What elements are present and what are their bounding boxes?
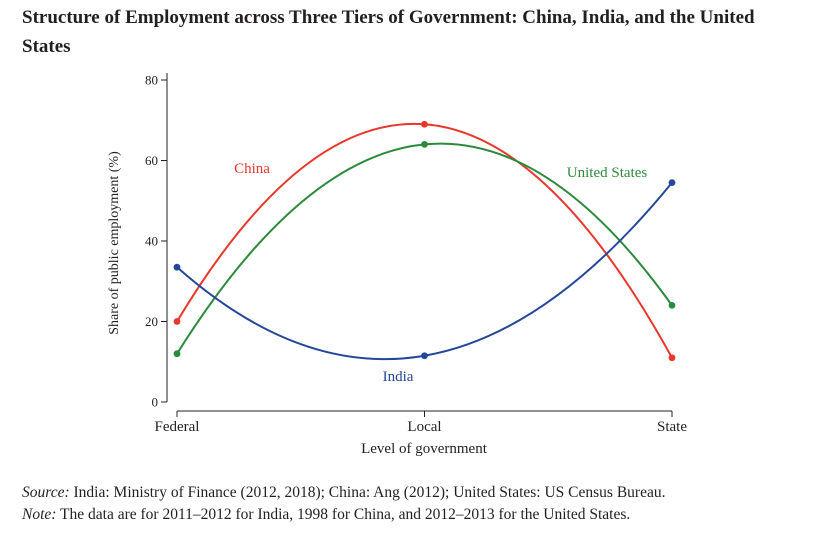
series-line-china xyxy=(176,122,673,359)
point-india-federal xyxy=(173,263,181,271)
point-united-states-local xyxy=(421,141,428,148)
source-note: Source: India: Ministry of Finance (2012… xyxy=(22,484,665,502)
series-label-india: India xyxy=(383,369,414,385)
note-text: The data are for 2011–2012 for India, 19… xyxy=(56,506,631,523)
series-line-india xyxy=(176,182,673,361)
y-axis-label: Share of public employment (%) xyxy=(107,151,122,335)
series-label-china: China xyxy=(234,161,270,177)
series-label-united-states: United States xyxy=(567,165,648,181)
source-label: Source: xyxy=(22,484,70,501)
series-group: China United States India xyxy=(173,120,676,385)
point-india-local xyxy=(421,352,428,360)
x-axis-ticks: Federal Local State xyxy=(155,411,687,435)
chart-title: Structure of Employment across Three Tie… xyxy=(22,7,755,57)
data-note: Note: The data are for 2011–2012 for Ind… xyxy=(22,506,630,524)
point-china-federal xyxy=(173,318,181,325)
note-label: Note: xyxy=(22,506,57,523)
point-india-state xyxy=(668,179,676,187)
y-tick-label-40: 40 xyxy=(145,234,158,249)
x-tick-label-state: State xyxy=(657,419,687,435)
point-united-states-federal xyxy=(173,350,181,358)
y-tick-label-0: 0 xyxy=(152,395,159,410)
point-china-local xyxy=(421,120,428,128)
source-text: India: Ministry of Finance (2012, 2018);… xyxy=(69,484,666,501)
point-united-states-state xyxy=(668,302,676,309)
x-tick-label-local: Local xyxy=(407,419,441,435)
y-tick-label-60: 60 xyxy=(145,153,158,168)
point-china-state xyxy=(668,354,676,362)
y-tick-label-20: 20 xyxy=(145,314,158,329)
x-axis-label: Level of government xyxy=(361,441,488,457)
y-tick-label-80: 80 xyxy=(145,73,158,88)
x-tick-label-federal: Federal xyxy=(155,419,200,435)
y-axis-ticks: 0 20 40 60 80 xyxy=(145,73,167,410)
